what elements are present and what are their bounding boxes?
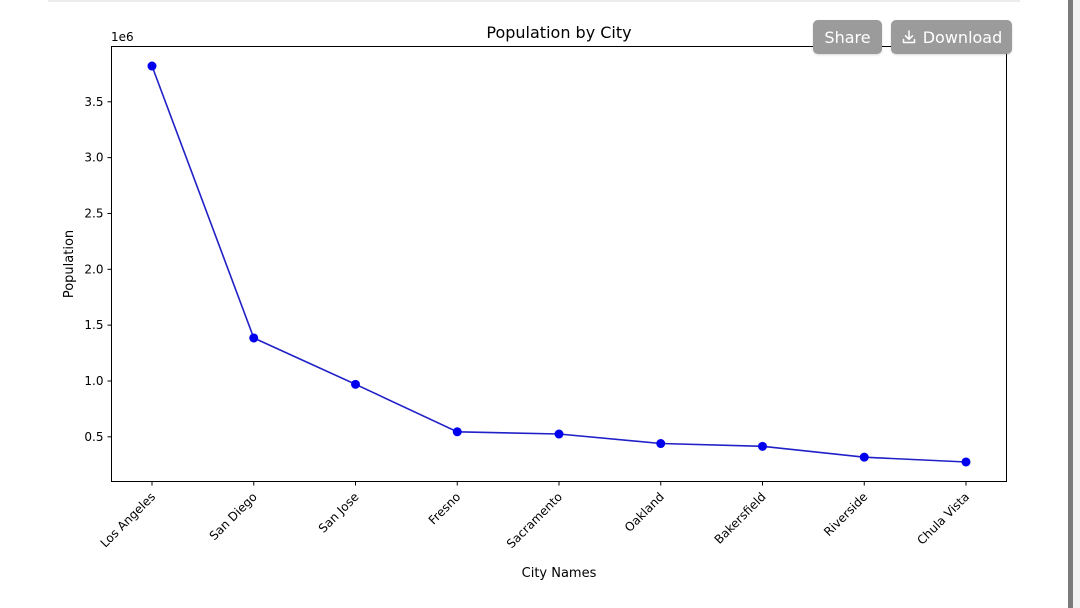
download-button-label: Download [922,27,1003,47]
data-point [859,452,869,462]
x-tick-label: Chula Vista [914,490,972,548]
download-button[interactable]: Download [891,20,1012,54]
x-axis: Los Angeles San Diego San Jose Fresno Sacram… [98,481,972,551]
y-tick-label: 1.5 [84,318,103,332]
y-axis-offset-text: 1e6 [111,30,134,44]
y-tick-label: 3.0 [84,151,103,165]
top-divider [48,0,1020,2]
y-tick-label: 2.5 [84,206,103,220]
data-point [758,441,767,451]
x-tick-label: Sacramento [504,490,565,551]
right-gutter [1073,0,1080,608]
data-point [656,439,666,449]
data-point [961,457,971,467]
download-icon [901,29,917,45]
y-tick-label: 1.0 [84,374,103,388]
y-axis: 0.5 1.0 1.5 2.0 2.5 3.0 3.5 [84,95,112,444]
x-tick-label: Los Angeles [98,490,159,551]
data-point [249,333,259,343]
x-tick-label: San Jose [316,490,362,536]
data-point [554,429,564,439]
x-axis-label: City Names [522,566,597,581]
share-button-label: Share [824,27,871,47]
chart-title: Population by City [486,23,631,42]
data-point [452,427,462,437]
x-tick-label: Riverside [821,490,870,539]
data-point [147,61,157,71]
y-axis-label: Population [62,230,77,298]
x-tick-label: Oakland [622,490,667,535]
y-tick-label: 2.0 [84,262,103,276]
x-tick-label: San Diego [207,490,260,543]
x-tick-label: Bakersfield [712,490,769,547]
scrollbar[interactable] [1068,0,1073,608]
x-tick-label: Fresno [426,490,464,528]
share-button[interactable]: Share [813,20,882,54]
data-point [351,379,360,389]
plot-area [111,46,1007,482]
y-tick-label: 0.5 [84,430,103,444]
series-markers [147,61,971,467]
y-tick-label: 3.5 [84,95,103,109]
